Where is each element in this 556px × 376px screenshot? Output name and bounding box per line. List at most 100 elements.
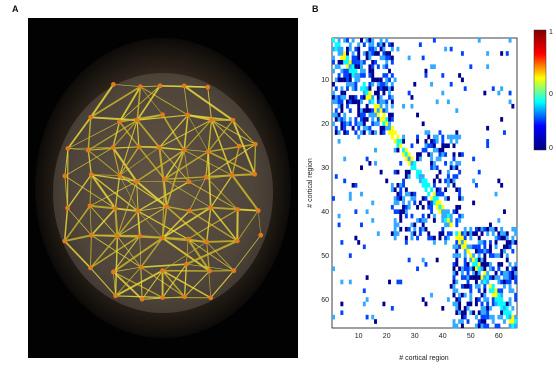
matrix-cell xyxy=(488,226,492,232)
matrix-cell xyxy=(463,253,467,258)
matrix-cell xyxy=(508,314,512,320)
matrix-cell xyxy=(446,231,450,236)
matrix-cell xyxy=(399,183,403,188)
matrix-cell xyxy=(502,209,506,214)
matrix-cell xyxy=(444,240,448,245)
matrix-cell xyxy=(421,178,425,184)
matrix-cell xyxy=(346,99,349,105)
matrix-cell xyxy=(396,143,400,149)
matrix-cell xyxy=(396,209,400,214)
matrix-cell xyxy=(360,73,363,78)
network-edge xyxy=(114,236,119,296)
matrix-cell xyxy=(446,183,450,188)
matrix-cell xyxy=(365,55,369,61)
matrix-cell xyxy=(455,134,459,140)
matrix-cell xyxy=(511,314,515,320)
matrix-cell xyxy=(362,301,366,307)
matrix-cell xyxy=(458,240,462,245)
matrix-cell xyxy=(407,55,411,61)
matrix-cell xyxy=(371,42,375,47)
matrix-cell xyxy=(418,226,422,232)
matrix-cell xyxy=(421,174,425,179)
matrix-cell xyxy=(379,108,383,113)
matrix-cell xyxy=(337,222,341,228)
matrix-cell xyxy=(508,38,512,43)
matrix-cell xyxy=(376,99,380,105)
matrix-cell xyxy=(388,77,391,83)
matrix-cell xyxy=(340,55,344,61)
matrix-cell xyxy=(368,86,372,91)
matrix-cell xyxy=(382,108,386,113)
matrix-cell xyxy=(511,235,515,241)
network-edge xyxy=(64,234,92,242)
matrix-cell xyxy=(441,147,445,153)
network-edge xyxy=(207,150,256,175)
colorbar-tick-label: 0 xyxy=(549,91,553,98)
matrix-cell xyxy=(460,244,464,250)
matrix-cell xyxy=(418,218,422,223)
matrix-cell xyxy=(508,99,512,105)
matrix-cell xyxy=(483,226,487,232)
matrix-cell xyxy=(410,156,414,162)
matrix-cell xyxy=(376,112,380,118)
matrix-cell xyxy=(427,152,431,157)
matrix-cell xyxy=(488,288,492,294)
matrix-cell xyxy=(449,218,453,223)
matrix-cell xyxy=(393,187,397,192)
matrix-cell xyxy=(371,117,375,122)
matrix-cell xyxy=(438,130,442,135)
matrix-cell xyxy=(413,200,417,206)
matrix-cell xyxy=(362,108,366,113)
network-edge xyxy=(112,237,164,273)
panel-label-b: B xyxy=(312,4,319,14)
matrix-cell xyxy=(455,301,459,307)
matrix-cell xyxy=(351,51,355,56)
matrix-cell xyxy=(402,152,406,157)
matrix-cell xyxy=(360,130,363,135)
panel-label-a: A xyxy=(12,4,19,14)
matrix-cell xyxy=(500,288,504,294)
matrix-cell xyxy=(480,257,484,263)
matrix-cell xyxy=(480,262,484,267)
matrix-cell xyxy=(337,130,341,135)
matrix-cell xyxy=(488,253,492,258)
matrix-cell xyxy=(458,301,462,307)
matrix-cell xyxy=(382,125,386,131)
matrix-cell xyxy=(449,165,453,171)
matrix-cell xyxy=(435,99,439,105)
matrix-cell xyxy=(511,266,515,272)
network-node xyxy=(185,112,191,118)
matrix-cell xyxy=(466,284,470,289)
matrix-cell xyxy=(334,108,338,113)
network-edge xyxy=(117,206,167,237)
matrix-cell xyxy=(438,156,442,162)
matrix-cell xyxy=(360,38,363,43)
network-edge xyxy=(258,210,262,236)
matrix-cell xyxy=(379,99,383,105)
matrix-cell xyxy=(340,90,344,96)
matrix-cell xyxy=(483,257,487,263)
matrix-cell xyxy=(390,130,394,135)
network-node xyxy=(187,208,192,214)
matrix-cell xyxy=(410,165,414,171)
matrix-cell xyxy=(491,314,495,320)
network-edge xyxy=(206,240,238,243)
matrix-cell xyxy=(354,64,358,69)
matrix-cell xyxy=(404,235,408,241)
matrix-cell xyxy=(402,196,406,201)
matrix-cell xyxy=(374,46,377,52)
matrix-cell xyxy=(393,231,397,236)
matrix-cell xyxy=(382,73,386,78)
x-tick-label: 30 xyxy=(411,333,419,340)
matrix-cell xyxy=(452,270,456,276)
matrix-cells xyxy=(332,38,518,329)
matrix-cell xyxy=(452,183,456,188)
matrix-cell xyxy=(337,77,341,83)
matrix-cell xyxy=(379,38,383,43)
matrix-cell xyxy=(463,226,467,232)
matrix-cell xyxy=(458,73,462,78)
matrix-cell xyxy=(480,240,484,245)
matrix-cell xyxy=(379,46,383,52)
matrix-cell xyxy=(390,59,394,65)
